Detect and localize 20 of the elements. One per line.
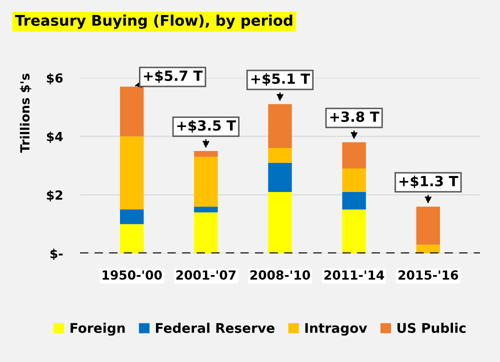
- legend-label: Federal Reserve: [156, 322, 274, 333]
- y-tick-label: $2: [46, 190, 62, 202]
- y-axis-title: Trillions $'s: [20, 74, 32, 153]
- annotation: +3.8 T: [330, 111, 380, 122]
- annotation: +$3.5 T: [177, 120, 236, 133]
- chart-title: Treasury Buying (Flow), by period: [15, 14, 292, 29]
- y-tick-label: $-: [50, 248, 63, 260]
- x-tick-label: 2011-'14: [324, 270, 384, 280]
- x-tick-label: 2001-'07: [176, 270, 236, 280]
- x-tick-label: 2015-'16: [398, 270, 458, 280]
- y-tick-label: $6: [46, 73, 63, 84]
- legend-label: Foreign: [70, 322, 125, 336]
- legend-label: Intragov: [305, 323, 368, 336]
- x-tick-label: 2008-'10: [250, 270, 310, 280]
- legend-label: US Public: [397, 322, 466, 333]
- x-tick-label: 1950-'00: [102, 270, 162, 280]
- annotation: +$5.1 T: [251, 73, 310, 86]
- y-tick-label: $4: [46, 132, 63, 143]
- annotation: +$5.7 T: [144, 70, 203, 83]
- annotation: +$1.3 T: [400, 176, 458, 188]
